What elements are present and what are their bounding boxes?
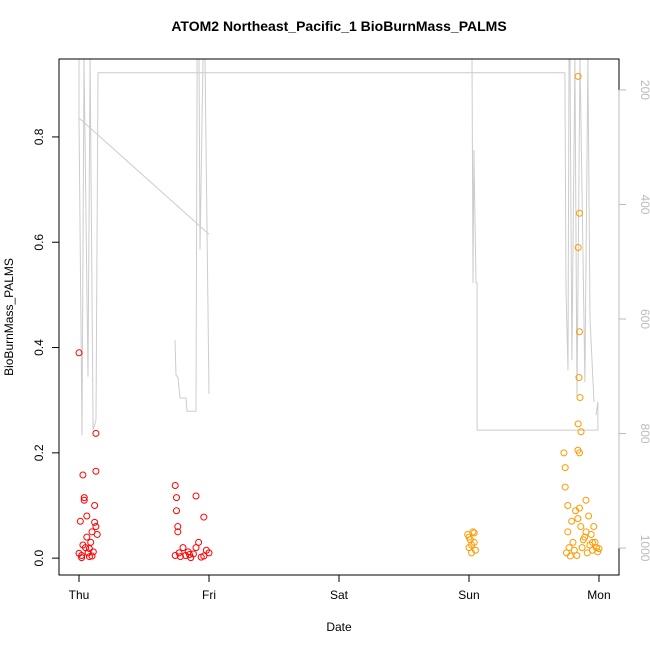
point <box>92 429 100 437</box>
point <box>577 523 585 531</box>
y2-tick-label: 600 <box>638 309 650 329</box>
line <box>78 59 599 436</box>
point <box>186 550 194 558</box>
point <box>174 528 182 536</box>
point <box>85 553 93 561</box>
point <box>574 420 582 428</box>
point <box>91 518 99 526</box>
point <box>588 538 596 546</box>
y-tick-label: 0.2 <box>32 444 46 461</box>
point <box>173 494 181 502</box>
point <box>80 494 88 502</box>
point <box>575 328 583 336</box>
point <box>205 549 213 557</box>
point <box>578 544 586 552</box>
point <box>574 243 582 251</box>
point <box>564 501 572 509</box>
point <box>577 428 585 436</box>
plot-area <box>75 59 603 562</box>
x-tick-label: Mon <box>587 588 610 602</box>
point <box>85 545 93 553</box>
point <box>179 544 187 552</box>
point <box>174 523 182 531</box>
point <box>92 523 100 531</box>
point <box>574 515 582 523</box>
y-axis-label: BioBurnMass_PALMS <box>2 258 16 376</box>
point <box>566 552 574 560</box>
y-tick-label: 0.0 <box>32 549 46 566</box>
point <box>83 533 91 541</box>
point <box>192 492 200 500</box>
point <box>561 464 569 472</box>
point <box>582 528 590 536</box>
x-tick-label: Sat <box>330 588 349 602</box>
point <box>176 553 184 561</box>
point <box>79 541 87 549</box>
point <box>83 512 91 520</box>
point <box>561 483 569 491</box>
point <box>173 507 181 515</box>
chart-title: ATOM2 Northeast_Pacific_1 BioBurnMass_PA… <box>171 18 506 34</box>
point <box>471 546 479 554</box>
x-axis-label: Date <box>326 620 352 634</box>
point <box>88 552 96 560</box>
x-tick-label: Sun <box>458 588 479 602</box>
y2-tick-label: 800 <box>638 424 650 444</box>
point <box>468 541 476 549</box>
y-tick-label: 0.6 <box>32 234 46 251</box>
point <box>75 549 83 557</box>
point <box>171 552 179 560</box>
y2-tick-label: 1000 <box>638 535 650 562</box>
point <box>574 446 582 454</box>
point <box>200 513 208 521</box>
point <box>465 533 473 541</box>
point <box>93 530 101 538</box>
point <box>564 528 572 536</box>
point <box>92 467 100 475</box>
point <box>76 517 84 525</box>
point <box>573 552 581 560</box>
point <box>590 523 598 531</box>
point <box>75 349 83 357</box>
point <box>192 544 200 552</box>
point <box>575 209 583 217</box>
point <box>469 528 477 536</box>
point <box>595 545 603 553</box>
y-tick-label: 0.4 <box>32 339 46 356</box>
point <box>575 504 583 512</box>
point <box>568 517 576 525</box>
y-tick-label: 0.8 <box>32 128 46 145</box>
point <box>576 394 584 402</box>
point <box>80 496 88 504</box>
point <box>574 72 582 80</box>
y2-tick-label: 400 <box>638 194 650 214</box>
point <box>87 538 95 546</box>
point <box>200 552 208 560</box>
x-tick-label: Thu <box>69 588 90 602</box>
point <box>575 374 583 382</box>
point <box>91 501 99 509</box>
y2-tick-label: 200 <box>638 80 650 100</box>
point <box>585 512 593 520</box>
point <box>189 550 197 558</box>
point <box>79 471 87 479</box>
point <box>470 529 478 537</box>
point <box>594 548 602 556</box>
point <box>582 496 590 504</box>
point <box>560 449 568 457</box>
point <box>171 481 179 489</box>
point <box>569 538 577 546</box>
x-tick-label: Fri <box>202 588 216 602</box>
